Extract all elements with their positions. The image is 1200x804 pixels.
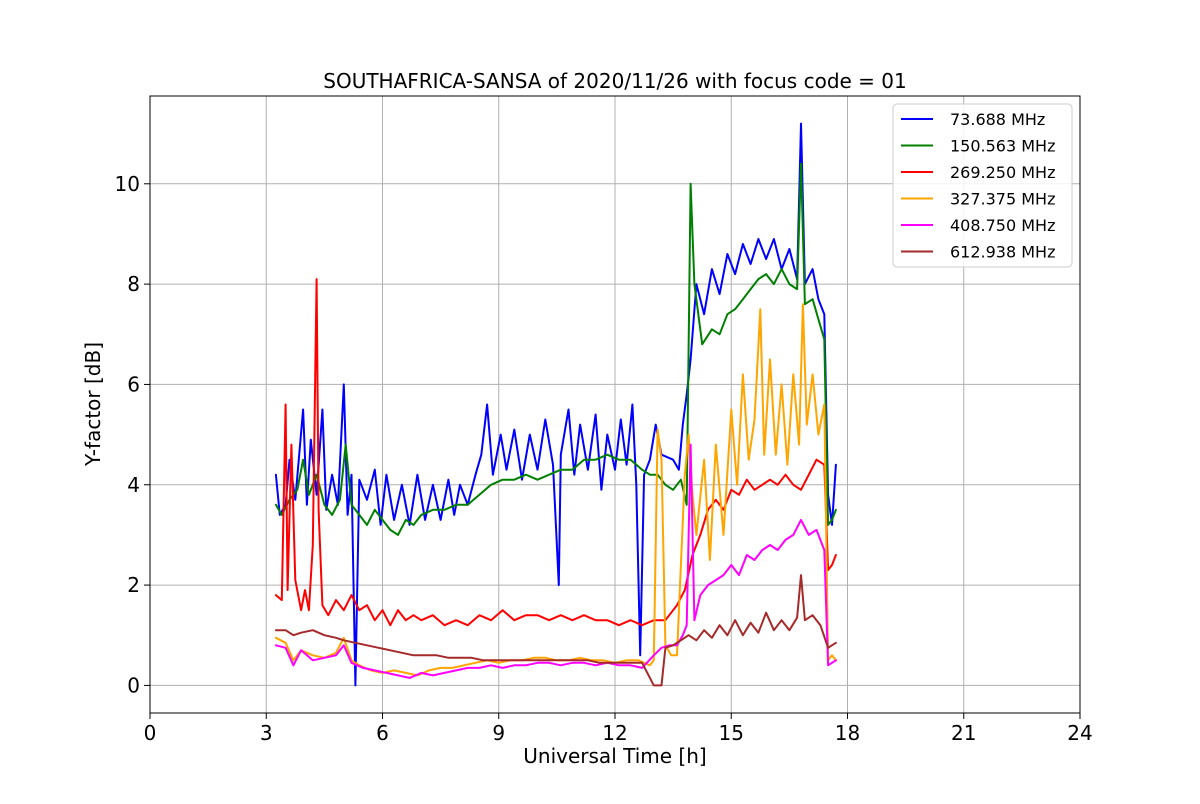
series-line-1	[274, 122, 837, 687]
legend-box	[892, 103, 1073, 268]
y-tick-label: 0	[127, 673, 140, 697]
y-tick-label: 10	[115, 172, 140, 196]
series-line-4	[274, 303, 837, 677]
legend-label: 150.563 MHz	[950, 137, 1055, 156]
series-lines	[274, 122, 837, 687]
series-line-2	[274, 162, 837, 536]
x-tick-label: 18	[835, 721, 860, 745]
x-tick-label: 12	[602, 721, 627, 745]
x-tick-label: 24	[1067, 721, 1092, 745]
legend-label: 73.688 MHz	[950, 110, 1045, 129]
x-tick-label: 0	[144, 721, 157, 745]
legend-label: 327.375 MHz	[950, 190, 1055, 209]
legend-label: 408.750 MHz	[950, 216, 1055, 235]
x-axis-label: Universal Time [h]	[523, 744, 706, 768]
x-tick-label: 21	[951, 721, 976, 745]
legend-label: 612.938 MHz	[950, 243, 1055, 262]
x-tick-label: 6	[376, 721, 389, 745]
series-line-5	[274, 443, 837, 679]
y-axis-label: Y-factor [dB]	[81, 342, 105, 467]
x-tick-label: 15	[719, 721, 744, 745]
series-line-3	[274, 278, 837, 627]
x-tick-label: 9	[492, 721, 505, 745]
y-tick-label: 2	[127, 573, 140, 597]
x-tick-label: 3	[260, 721, 273, 745]
series-line-6	[274, 574, 837, 687]
y-tick-label: 6	[127, 372, 140, 396]
legend: 73.688 MHz 150.563 MHz 269.250 MHz 327.375 …	[892, 103, 1073, 268]
y-tick-label: 4	[127, 473, 140, 497]
y-tick-label: 8	[127, 272, 140, 296]
legend-label: 269.250 MHz	[950, 163, 1055, 182]
chart-title: SOUTHAFRICA-SANSA of 2020/11/26 with foc…	[323, 69, 907, 93]
